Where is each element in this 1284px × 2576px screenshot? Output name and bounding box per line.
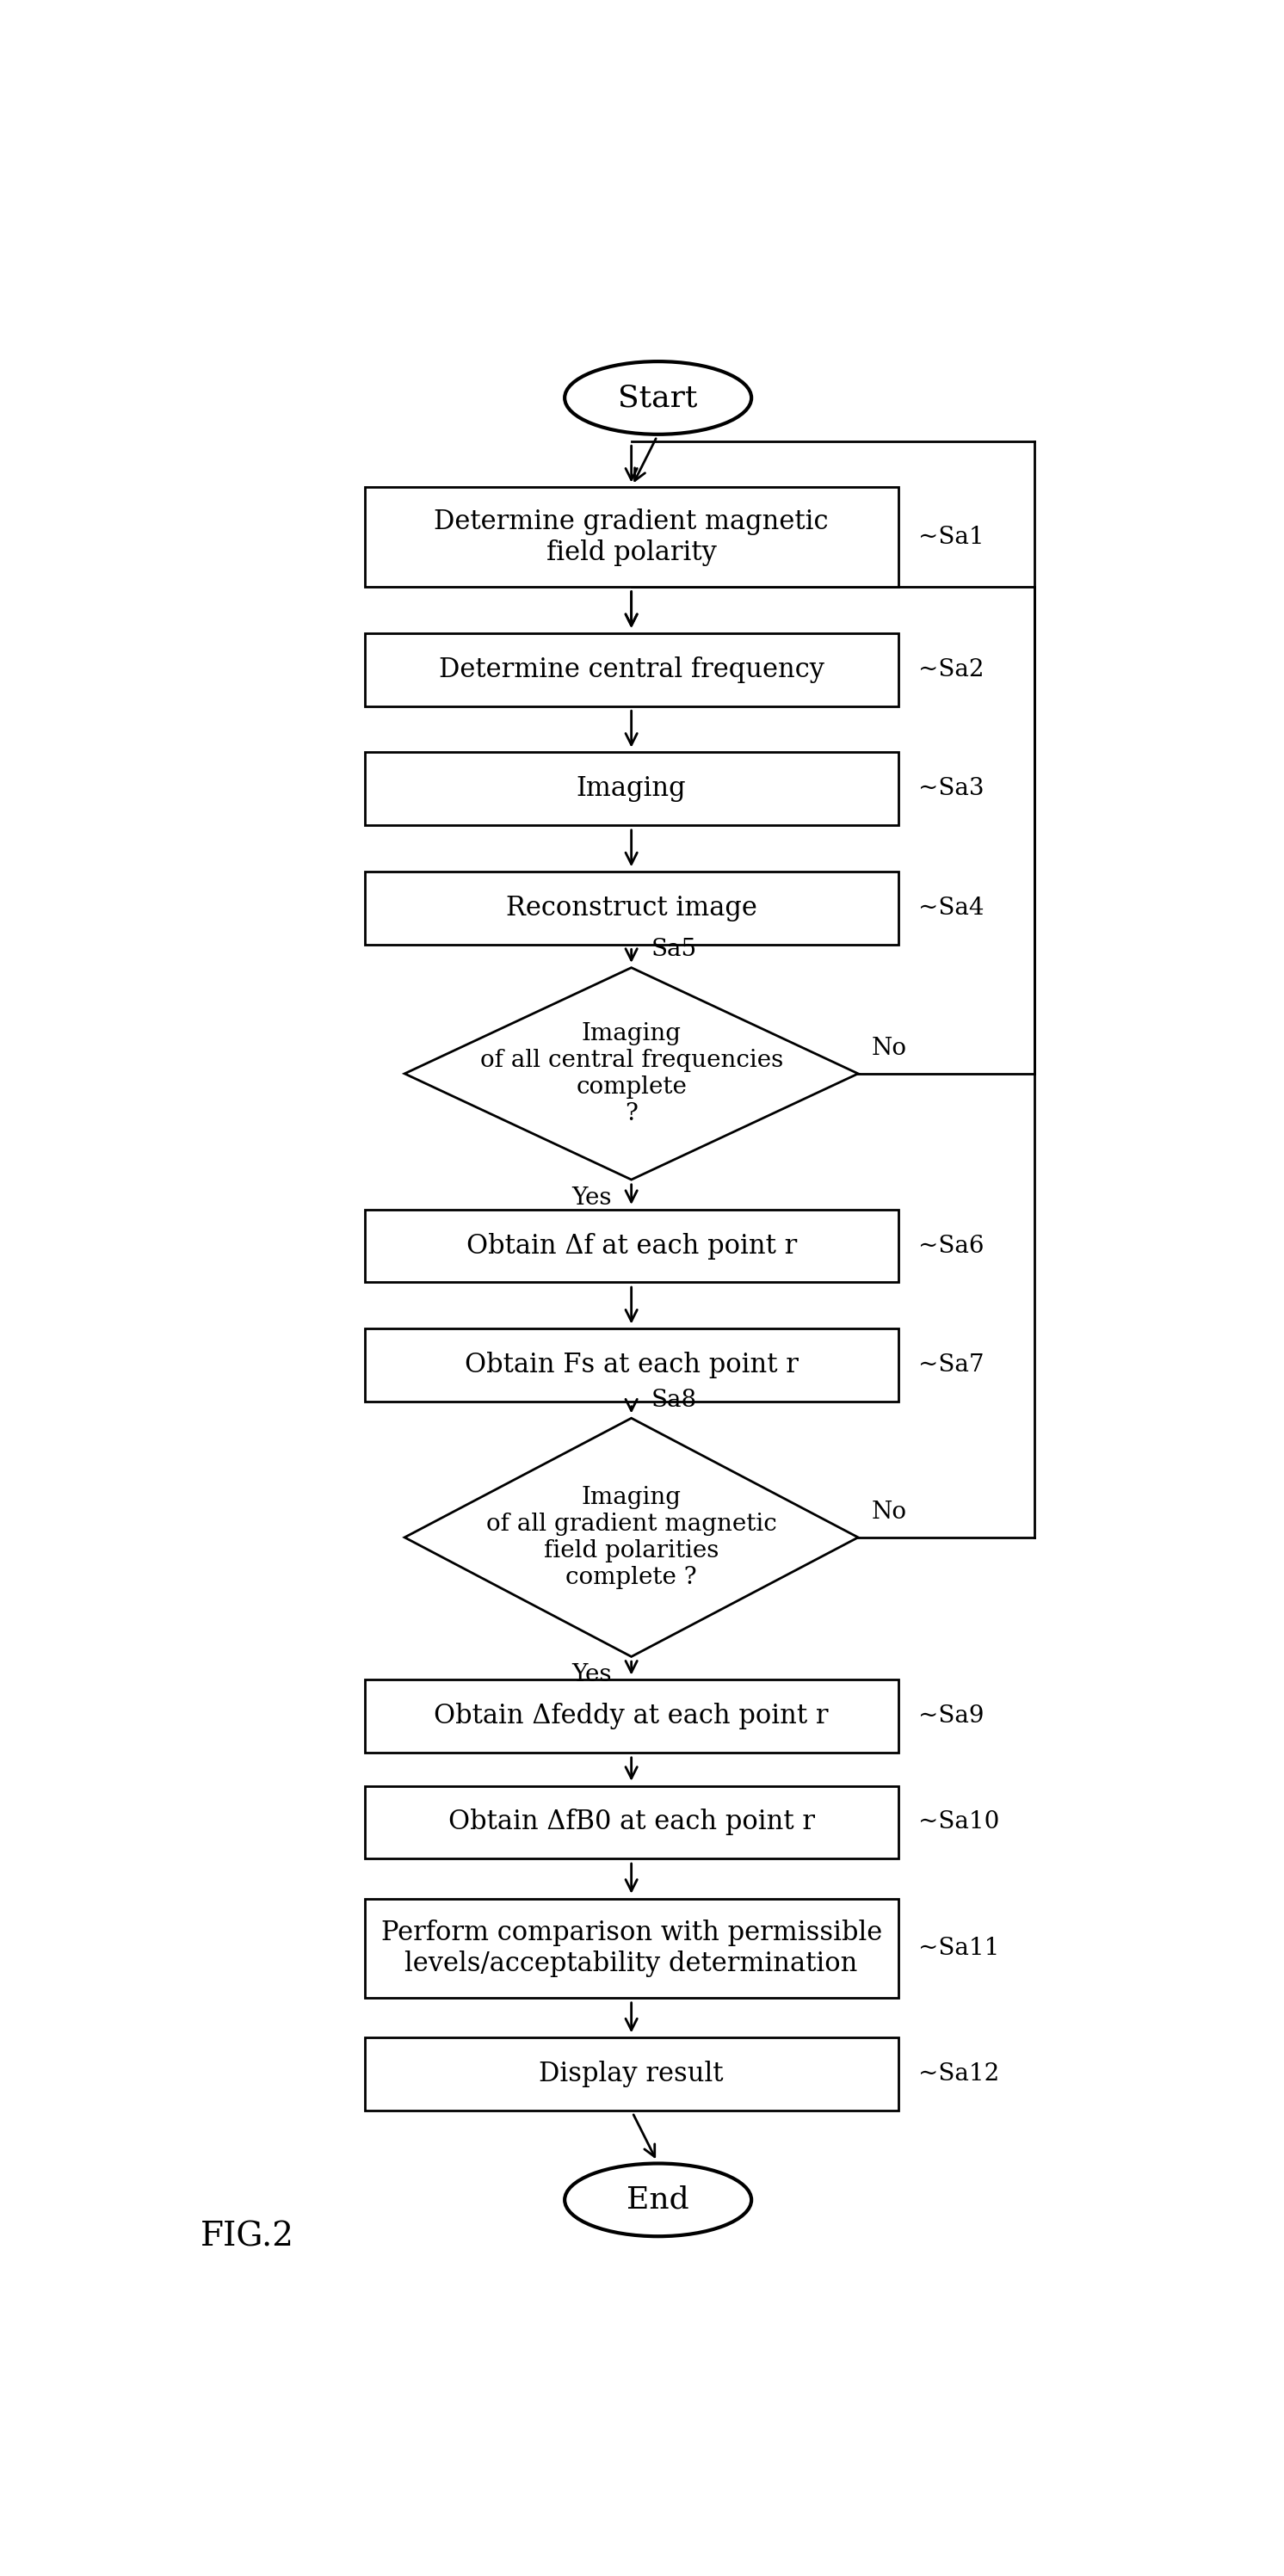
Text: Determine gradient magnetic
field polarity: Determine gradient magnetic field polari…: [434, 507, 828, 567]
Text: Display result: Display result: [539, 2061, 724, 2087]
Text: ~Sa11: ~Sa11: [918, 1937, 999, 1960]
Text: ~Sa10: ~Sa10: [918, 1811, 999, 1834]
Text: Obtain ΔfB0 at each point r: Obtain ΔfB0 at each point r: [448, 1808, 814, 1837]
Text: ~Sa4: ~Sa4: [918, 896, 984, 920]
Text: ~Sa9: ~Sa9: [918, 1705, 984, 1728]
FancyBboxPatch shape: [365, 1899, 898, 1999]
Text: Yes: Yes: [571, 1664, 611, 1687]
Text: Obtain Δf at each point r: Obtain Δf at each point r: [466, 1231, 796, 1260]
Text: Sa8: Sa8: [651, 1388, 697, 1412]
Text: Yes: Yes: [571, 1188, 611, 1211]
FancyBboxPatch shape: [365, 634, 898, 706]
Text: ~Sa3: ~Sa3: [918, 778, 984, 801]
Text: No: No: [872, 1038, 907, 1061]
FancyBboxPatch shape: [365, 2038, 898, 2110]
FancyBboxPatch shape: [365, 1680, 898, 1752]
Ellipse shape: [565, 2164, 751, 2236]
Text: Determine central frequency: Determine central frequency: [439, 657, 824, 683]
Text: FIG.2: FIG.2: [200, 2221, 294, 2254]
Ellipse shape: [565, 361, 751, 435]
FancyBboxPatch shape: [365, 871, 898, 945]
FancyBboxPatch shape: [365, 1785, 898, 1860]
Text: Start: Start: [619, 384, 697, 412]
Text: Imaging: Imaging: [577, 775, 686, 801]
Text: ~Sa6: ~Sa6: [918, 1234, 984, 1257]
FancyBboxPatch shape: [365, 1329, 898, 1401]
Text: End: End: [627, 2184, 690, 2215]
Text: Obtain Δfeddy at each point r: Obtain Δfeddy at each point r: [434, 1703, 828, 1728]
FancyBboxPatch shape: [365, 752, 898, 824]
Text: Imaging
of all central frequencies
complete
?: Imaging of all central frequencies compl…: [480, 1023, 783, 1126]
Polygon shape: [404, 969, 858, 1180]
Text: Reconstruct image: Reconstruct image: [506, 894, 758, 922]
Text: Obtain Fs at each point r: Obtain Fs at each point r: [465, 1352, 799, 1378]
Text: Sa5: Sa5: [651, 938, 697, 961]
Text: No: No: [872, 1502, 907, 1525]
Text: ~Sa1: ~Sa1: [918, 526, 984, 549]
FancyBboxPatch shape: [365, 487, 898, 587]
Text: Perform comparison with permissible
levels/acceptability determination: Perform comparison with permissible leve…: [381, 1919, 882, 1976]
Text: ~Sa12: ~Sa12: [918, 2063, 999, 2087]
Text: Imaging
of all gradient magnetic
field polarities
complete ?: Imaging of all gradient magnetic field p…: [487, 1486, 777, 1589]
Polygon shape: [404, 1419, 858, 1656]
Text: ~Sa2: ~Sa2: [918, 657, 984, 680]
FancyBboxPatch shape: [365, 1211, 898, 1283]
Text: ~Sa7: ~Sa7: [918, 1352, 984, 1376]
